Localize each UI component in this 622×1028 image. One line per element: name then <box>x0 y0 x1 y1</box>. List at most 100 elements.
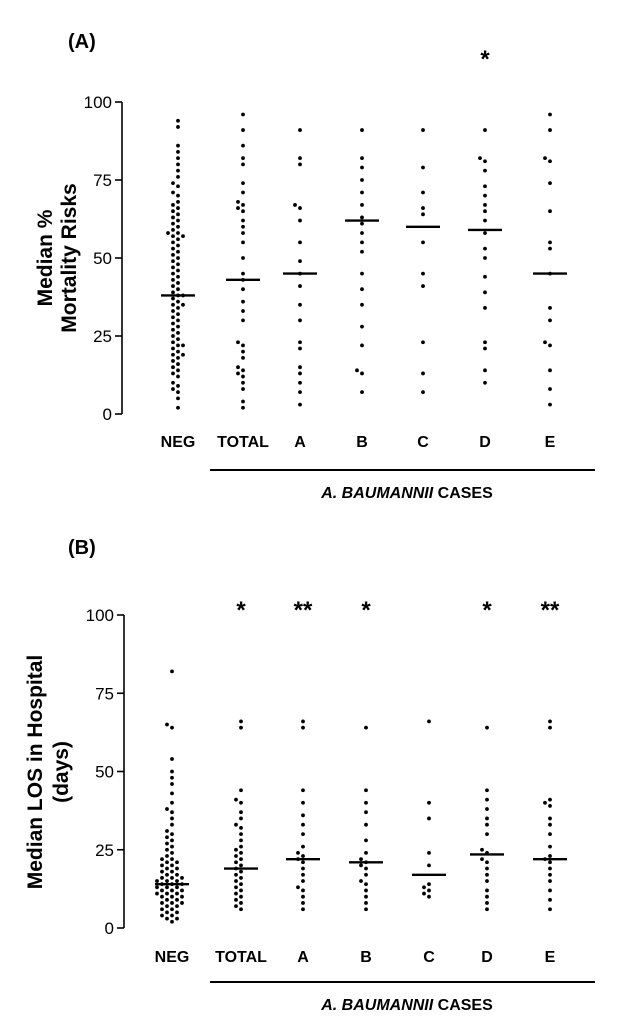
panel-a-point-a <box>298 240 302 245</box>
panel-b-point-total <box>234 885 238 890</box>
panel-a-point-total <box>241 181 245 186</box>
panel-a-point-total <box>236 199 240 204</box>
panel-b-point-neg <box>165 891 169 896</box>
panel-b-point-neg <box>155 891 159 896</box>
panel-a-point-neg <box>176 318 180 323</box>
panel-b-category-d: D <box>481 949 493 966</box>
panel-b-point-neg <box>175 866 179 871</box>
panel-b-point-neg <box>170 669 174 674</box>
panel-b-point-neg <box>170 782 174 786</box>
panel-a-point-total <box>236 340 240 345</box>
panel-b-point-a <box>301 879 305 883</box>
panel-b-point-total <box>239 788 243 793</box>
panel-b-point-neg <box>170 888 174 893</box>
panel-b-point-neg <box>180 888 184 893</box>
panel-a-point-total <box>241 143 245 148</box>
panel-a-point-e <box>543 340 547 345</box>
panel-a-point-total <box>241 190 245 195</box>
panel-a-point-total <box>241 112 245 117</box>
panel-b-point-a <box>301 788 305 793</box>
panel-a-point-d <box>483 203 487 207</box>
panel-b-point-neg <box>170 791 174 796</box>
panel-b-point-neg <box>170 857 174 862</box>
panel-a-point-neg <box>171 309 175 313</box>
panel-a-point-total <box>241 349 245 354</box>
panel-b-point-d <box>485 797 489 802</box>
panel-b-point-a <box>301 800 305 805</box>
panel-a-category-neg: NEG <box>161 434 196 451</box>
panel-a-point-b <box>360 343 364 348</box>
panel-a-point-total <box>241 368 245 373</box>
panel-b-point-neg <box>170 863 174 868</box>
panel-a-point-a <box>298 162 302 167</box>
panel-a-point-neg <box>171 380 175 385</box>
panel-a-point-neg <box>176 262 180 267</box>
panel-b-point-d <box>485 807 489 811</box>
panel-b-ytick-label-100: 100 <box>86 606 114 625</box>
panel-b-point-neg <box>175 872 179 877</box>
panel-a-point-neg <box>176 237 180 242</box>
panel-b-point-neg <box>160 863 164 868</box>
panel-b-point-neg <box>170 816 174 821</box>
panel-b-point-neg <box>170 876 174 880</box>
panel-a-point-neg <box>181 352 185 357</box>
panel-b-point-total <box>239 857 243 862</box>
panel-b-point-d <box>485 901 489 905</box>
panel-a-point-neg <box>176 243 180 248</box>
panel-b-point-neg <box>170 907 174 912</box>
panel-a-point-neg <box>176 224 180 229</box>
panel-b-point-e <box>548 866 552 871</box>
panel-a-point-c <box>421 390 425 395</box>
panel-a-point-b <box>360 156 364 161</box>
panel-b-point-d <box>485 822 489 827</box>
panel-a-point-neg <box>171 340 175 345</box>
panel-b-point-total <box>234 904 238 908</box>
panel-b-point-total <box>239 844 243 849</box>
panel-b-point-total <box>239 719 243 724</box>
panel-b-point-c <box>427 894 431 899</box>
panel-b-point-neg <box>170 769 174 774</box>
panel-a-point-neg <box>176 330 180 335</box>
panel-b-point-total <box>234 822 238 827</box>
panel-b-point-b <box>364 866 368 871</box>
panel-b-point-neg <box>170 725 174 730</box>
panel-a-point-d <box>478 156 482 161</box>
panel-b-point-b <box>364 850 368 855</box>
panel-b-point-neg <box>175 910 179 915</box>
panel-a-point-neg <box>171 265 175 270</box>
panel-b-point-total <box>239 838 243 843</box>
panel-a-point-neg <box>181 343 185 348</box>
panel-a-point-total <box>236 206 240 210</box>
panel-a-point-b <box>360 271 364 276</box>
panel-b-ytick-label-0: 0 <box>105 919 114 938</box>
panel-a-point-neg <box>171 246 175 251</box>
panel-b-point-neg <box>160 894 164 899</box>
panel-a-point-total <box>241 287 245 292</box>
panel-b-point-d <box>485 788 489 793</box>
panel-a-point-b <box>360 302 364 307</box>
panel-a-point-neg <box>176 249 180 254</box>
panel-b-point-b <box>364 838 368 843</box>
panel-a-point-neg <box>171 259 175 264</box>
panel-b-point-d <box>485 879 489 883</box>
panel-a-point-neg <box>176 384 180 388</box>
panel-b-ylabel-line1: Median LOS in Hospital <box>24 655 47 890</box>
panel-b-category-e: E <box>545 949 556 966</box>
panel-a-point-neg <box>176 306 180 310</box>
panel-a-point-neg <box>171 365 175 370</box>
panel-a-point-neg <box>176 256 180 260</box>
panel-b-point-neg <box>165 897 169 902</box>
panel-b-point-c <box>427 863 431 868</box>
panel-a-category-total: TOTAL <box>217 434 269 451</box>
panel-a-point-c <box>421 190 425 195</box>
panel-a-point-c <box>421 212 425 217</box>
panel-a-point-a <box>298 206 302 210</box>
panel-b-point-total <box>239 832 243 836</box>
panel-a-point-a <box>298 218 302 223</box>
panel-b-point-total <box>234 797 238 802</box>
panel-a-point-neg <box>176 337 180 342</box>
panel-a-point-neg <box>176 324 180 329</box>
panel-b-point-neg <box>170 901 174 905</box>
panel-a-point-a <box>298 365 302 370</box>
panel-b-point-total <box>239 901 243 905</box>
